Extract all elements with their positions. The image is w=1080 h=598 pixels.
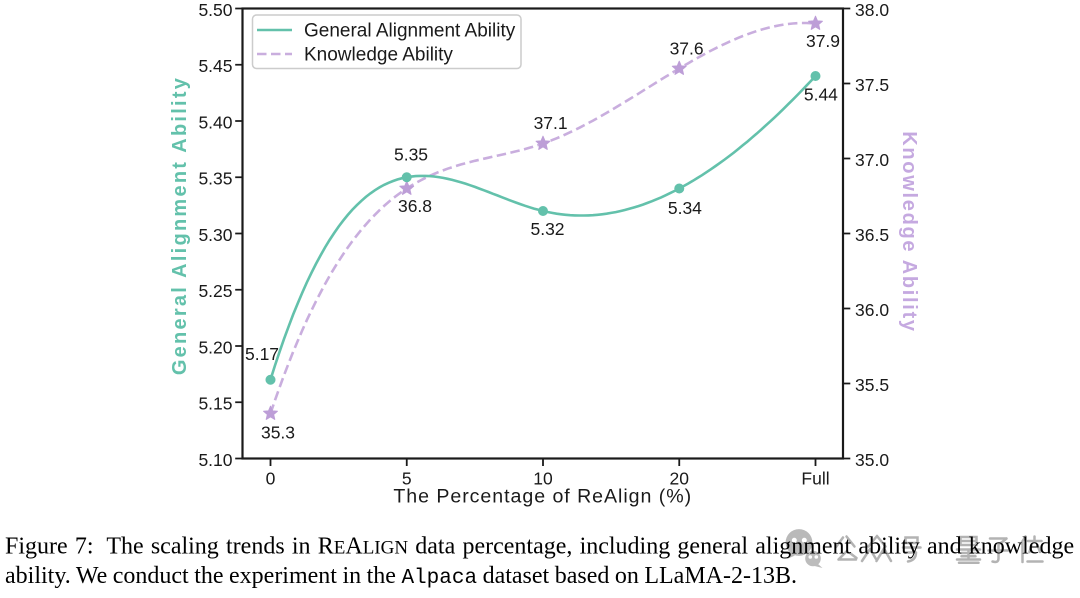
- svg-text:The Percentage of ReAlign (%): The Percentage of ReAlign (%): [393, 486, 692, 508]
- svg-text:38.0: 38.0: [855, 0, 889, 20]
- svg-text:5.35: 5.35: [198, 169, 232, 189]
- svg-text:Full: Full: [801, 469, 829, 489]
- svg-text:5.35: 5.35: [394, 145, 428, 165]
- svg-text:Knowledge Ability: Knowledge Ability: [898, 131, 920, 333]
- svg-text:Figure 7: The scaling trends i: Figure 7: The scaling trends in REALIGN …: [5, 534, 1074, 560]
- svg-text:5.25: 5.25: [198, 281, 232, 301]
- svg-text:5.15: 5.15: [198, 394, 232, 414]
- svg-text:General Alignment Ability: General Alignment Ability: [304, 21, 516, 42]
- svg-text:37.6: 37.6: [670, 38, 704, 58]
- svg-text:36.5: 36.5: [855, 225, 889, 245]
- svg-text:20: 20: [670, 469, 690, 489]
- svg-text:5.34: 5.34: [668, 198, 702, 218]
- svg-text:5.50: 5.50: [198, 0, 232, 20]
- svg-text:0: 0: [266, 469, 276, 489]
- svg-text:5.10: 5.10: [198, 450, 232, 470]
- svg-text:37.9: 37.9: [806, 31, 840, 51]
- svg-text:35.0: 35.0: [855, 450, 889, 470]
- svg-text:Knowledge Ability: Knowledge Ability: [304, 45, 453, 66]
- svg-text:37.0: 37.0: [855, 150, 889, 170]
- svg-text:5.17: 5.17: [245, 344, 279, 364]
- svg-text:5.45: 5.45: [198, 56, 232, 76]
- svg-text:5.32: 5.32: [530, 219, 564, 239]
- svg-text:36.8: 36.8: [398, 196, 432, 216]
- svg-text:General Alignment Ability: General Alignment Ability: [169, 76, 191, 375]
- svg-text:5: 5: [402, 469, 412, 489]
- svg-text:37.1: 37.1: [534, 113, 568, 133]
- svg-text:35.5: 35.5: [855, 375, 889, 395]
- svg-text:37.5: 37.5: [855, 75, 889, 95]
- svg-text:5.40: 5.40: [198, 112, 232, 132]
- svg-text:5.44: 5.44: [804, 84, 838, 104]
- svg-text:5.20: 5.20: [198, 337, 232, 357]
- svg-text:35.3: 35.3: [261, 422, 295, 442]
- svg-text:36.0: 36.0: [855, 300, 889, 320]
- svg-text:ability. We conduct the experi: ability. We conduct the experiment in th…: [5, 563, 797, 590]
- svg-text:5.30: 5.30: [198, 225, 232, 245]
- svg-text:10: 10: [533, 469, 553, 489]
